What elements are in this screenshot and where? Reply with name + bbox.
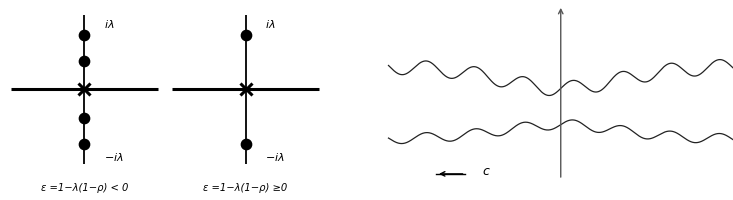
- Point: [78, 34, 90, 38]
- Text: $-i\lambda$: $-i\lambda$: [104, 150, 124, 162]
- Text: $-i\lambda$: $-i\lambda$: [265, 150, 285, 162]
- Text: ε =1−λ(1−ρ) < 0: ε =1−λ(1−ρ) < 0: [40, 182, 128, 192]
- Point: [78, 60, 90, 64]
- Text: $i\lambda$: $i\lambda$: [265, 18, 276, 30]
- Text: $c$: $c$: [482, 165, 490, 177]
- Text: $i\lambda$: $i\lambda$: [104, 18, 114, 30]
- Point: [240, 142, 251, 146]
- Text: ε =1−λ(1−ρ) ≥0: ε =1−λ(1−ρ) ≥0: [204, 182, 287, 192]
- Point: [240, 34, 251, 38]
- Point: [78, 116, 90, 120]
- Point: [78, 142, 90, 146]
